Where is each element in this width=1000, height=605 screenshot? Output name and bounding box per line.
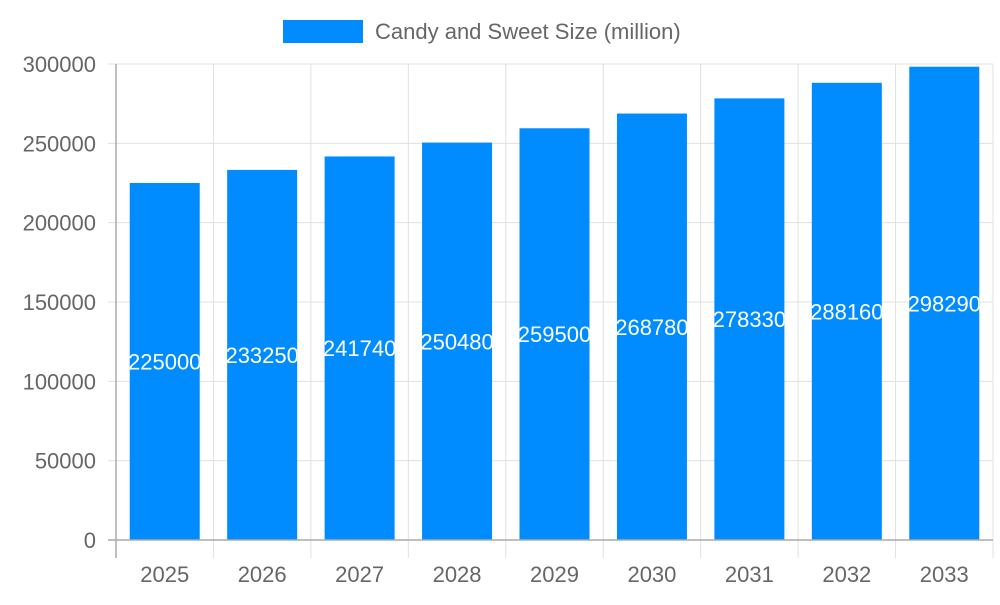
x-tick-label: 2030 (627, 562, 676, 587)
y-tick-label: 50000 (35, 449, 96, 474)
x-tick-label: 2032 (822, 562, 871, 587)
bar (324, 156, 395, 540)
x-tick-label: 2028 (433, 562, 482, 587)
data-label: 241740 (323, 336, 396, 361)
x-tick-label: 2033 (920, 562, 969, 587)
data-label: 259500 (518, 322, 591, 347)
bar (909, 66, 980, 541)
y-tick-label: 200000 (23, 211, 96, 236)
bar (714, 98, 785, 541)
data-label: 268780 (615, 315, 688, 340)
x-tick-label: 2029 (530, 562, 579, 587)
legend-swatch (283, 20, 363, 43)
y-tick-label: 0 (84, 528, 96, 553)
legend-label: Candy and Sweet Size (million) (375, 19, 681, 44)
y-tick-label: 250000 (23, 131, 96, 156)
bar (227, 169, 298, 540)
x-tick-label: 2026 (238, 562, 287, 587)
legend: Candy and Sweet Size (million) (283, 19, 681, 44)
y-tick-label: 100000 (23, 369, 96, 394)
data-label: 298290 (908, 291, 981, 316)
y-tick-label: 150000 (23, 290, 96, 315)
data-label: 250480 (420, 329, 493, 354)
bar (129, 183, 200, 540)
data-label: 225000 (128, 350, 201, 375)
bar (422, 142, 493, 541)
bar (616, 113, 687, 540)
data-label: 278330 (713, 307, 786, 332)
bar (519, 128, 590, 540)
x-tick-label: 2031 (725, 562, 774, 587)
x-tick-label: 2027 (335, 562, 384, 587)
data-label: 233250 (225, 343, 298, 368)
data-label: 288160 (810, 299, 883, 324)
bar (811, 82, 882, 540)
y-tick-label: 300000 (23, 52, 96, 77)
x-tick-label: 2025 (140, 562, 189, 587)
